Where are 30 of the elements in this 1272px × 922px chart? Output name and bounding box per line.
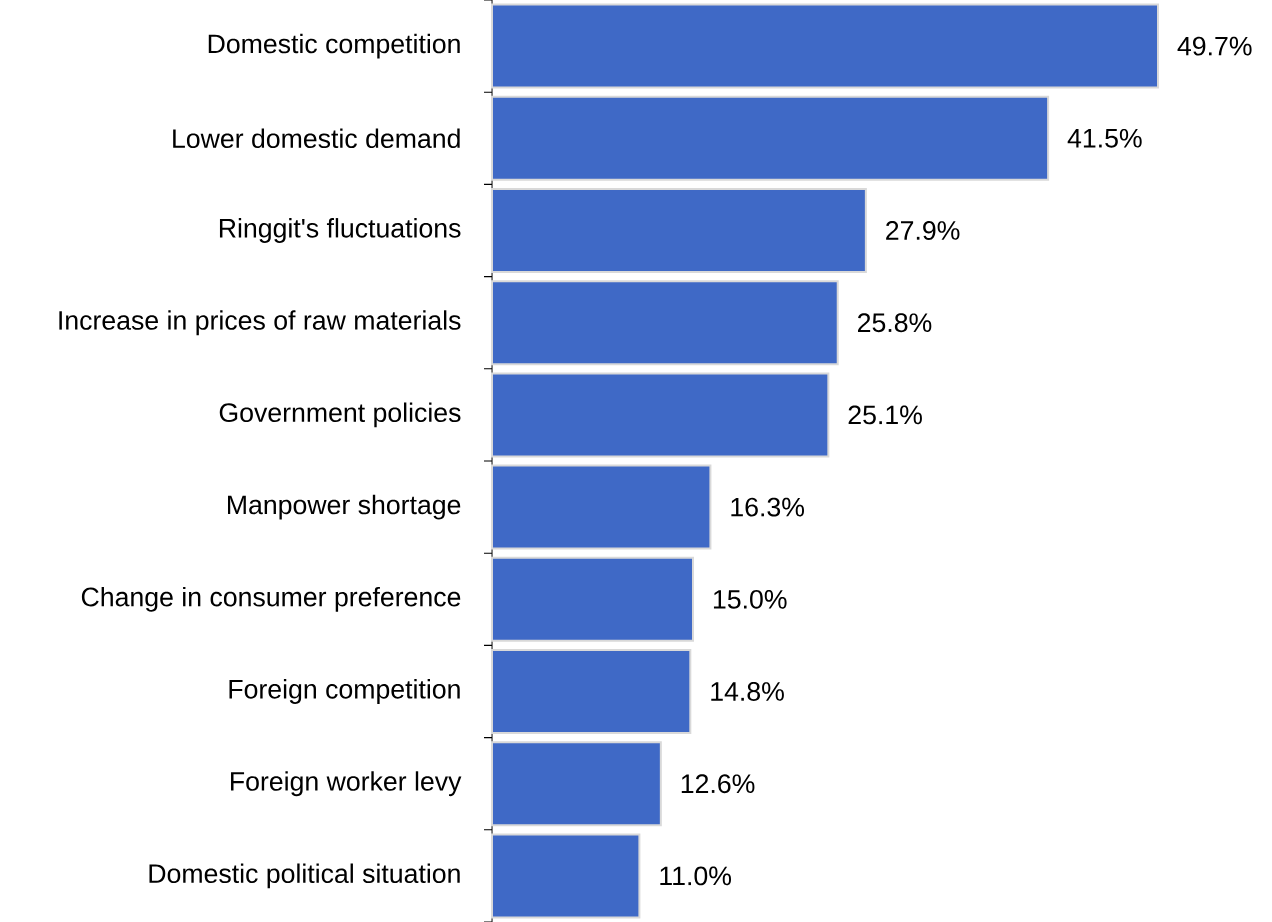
bar: [490, 3, 1159, 89]
data-label: 11.0%: [660, 866, 731, 886]
bar: [490, 188, 867, 273]
y-tick-label: Lower domestic demand: [173, 128, 460, 149]
y-tick-label: Foreign worker levy: [231, 771, 462, 797]
y-tick-label: Domestic political situation: [149, 863, 460, 889]
bar: [490, 833, 641, 919]
data-label: 27.9%: [886, 221, 960, 240]
bar: [490, 649, 692, 734]
y-tick-label: Government policies: [219, 402, 461, 428]
data-label: 16.3%: [731, 497, 804, 517]
y-tick-label: Ringgit's fluctuations: [219, 218, 461, 243]
data-label: 15.0%: [713, 589, 787, 609]
data-label: 12.6%: [681, 774, 755, 794]
bar: [490, 372, 830, 458]
y-tick-label: Increase in prices of raw materials: [59, 310, 461, 336]
bar: [490, 556, 694, 642]
data-label: 14.8%: [711, 682, 784, 701]
bar: [490, 464, 712, 550]
data-label: 25.1%: [848, 405, 922, 425]
y-tick-label: Manpower shortage: [228, 494, 461, 520]
bar: [490, 741, 662, 827]
data-label: 49.7%: [1177, 36, 1252, 56]
y-tick-label: Domestic competition: [208, 33, 460, 59]
y-tick-label: Change in consumer preference: [81, 586, 461, 612]
data-label: 41.5%: [1067, 128, 1142, 148]
data-label: 25.8%: [858, 313, 932, 333]
bar: [490, 280, 839, 366]
y-tick-label: Foreign competition: [229, 679, 460, 704]
bar: [490, 95, 1050, 181]
